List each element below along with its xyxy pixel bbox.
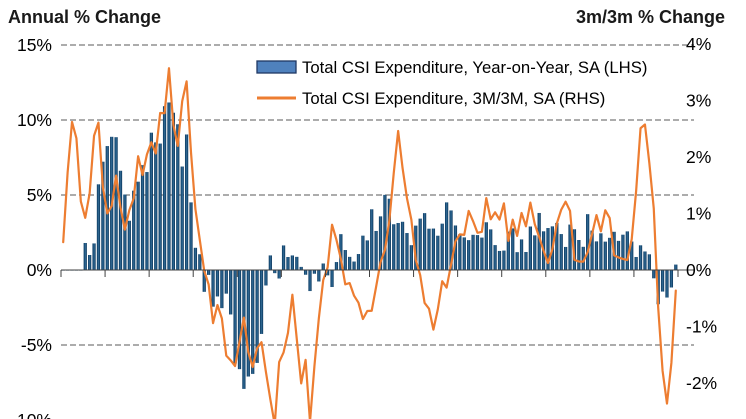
- svg-text:3m/3m % Change: 3m/3m % Change: [576, 7, 725, 27]
- svg-text:0%: 0%: [27, 260, 52, 280]
- svg-text:4%: 4%: [686, 34, 711, 54]
- svg-text:-2%: -2%: [686, 373, 717, 393]
- svg-text:-10%: -10%: [11, 410, 52, 419]
- svg-text:Total CSI Expenditure, Year-on: Total CSI Expenditure, Year-on-Year, SA …: [302, 58, 647, 77]
- svg-text:-1%: -1%: [686, 317, 717, 337]
- svg-text:Total CSI Expenditure, 3M/3M,: Total CSI Expenditure, 3M/3M, SA (RHS): [302, 89, 605, 108]
- svg-text:Annual % Change: Annual % Change: [8, 7, 161, 27]
- svg-text:0%: 0%: [686, 260, 711, 280]
- svg-text:1%: 1%: [686, 204, 711, 224]
- svg-text:5%: 5%: [27, 185, 52, 205]
- svg-text:3%: 3%: [686, 91, 711, 111]
- svg-text:10%: 10%: [17, 110, 52, 130]
- svg-text:15%: 15%: [17, 35, 52, 55]
- svg-text:-5%: -5%: [21, 335, 52, 355]
- svg-text:2%: 2%: [686, 147, 711, 167]
